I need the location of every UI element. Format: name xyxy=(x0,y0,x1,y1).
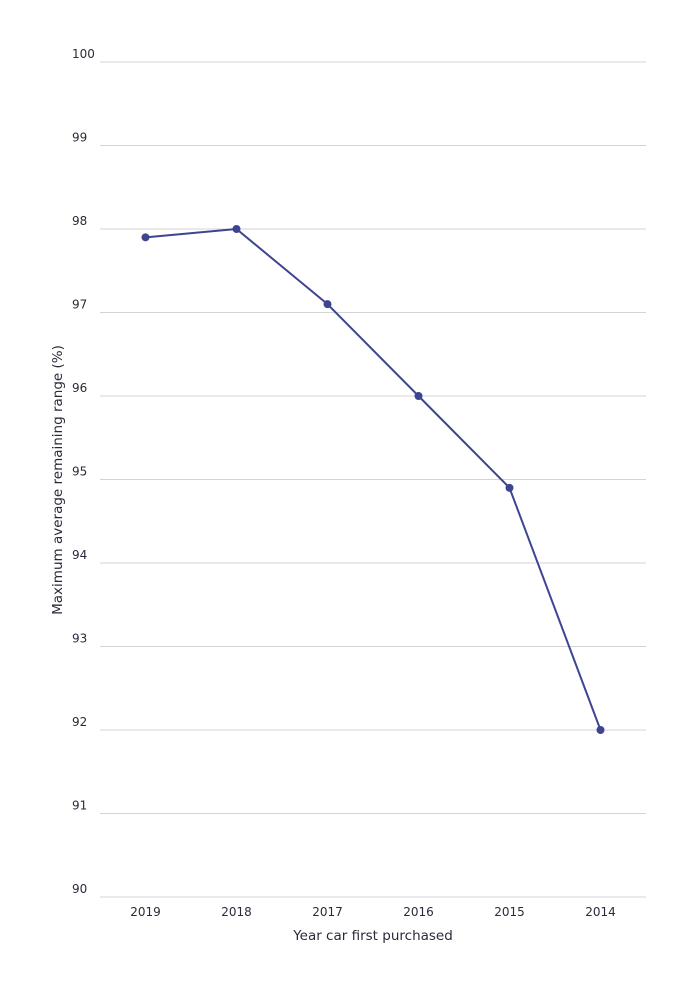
y-axis-ticks: 90 91 92 93 94 95 96 97 98 99 100 xyxy=(72,47,95,896)
y-tick-label: 90 xyxy=(72,882,87,896)
y-axis-title: Maximum average remaining range (%) xyxy=(50,345,66,615)
y-tick-label: 94 xyxy=(72,548,87,562)
x-tick-label: 2019 xyxy=(130,905,161,919)
x-axis-title: Year car first purchased xyxy=(292,928,453,944)
data-point-2017[interactable] xyxy=(323,300,332,309)
x-tick-label: 2016 xyxy=(403,905,434,919)
y-tick-label: 93 xyxy=(72,632,87,646)
x-tick-label: 2017 xyxy=(312,905,343,919)
series-line xyxy=(145,228,602,731)
data-point-2015[interactable] xyxy=(505,483,514,492)
series-group xyxy=(141,225,605,734)
x-tick-label: 2015 xyxy=(494,905,525,919)
y-tick-label: 95 xyxy=(72,465,87,479)
y-tick-label: 92 xyxy=(72,715,87,729)
data-point-2014[interactable] xyxy=(596,726,605,734)
y-tick-label: 97 xyxy=(72,298,87,312)
y-tick-label: 99 xyxy=(72,131,87,145)
x-tick-label: 2014 xyxy=(585,905,616,919)
y-tick-label: 100 xyxy=(72,47,95,61)
y-tick-label: 91 xyxy=(72,799,87,813)
gridlines xyxy=(100,61,646,898)
data-point-2016[interactable] xyxy=(414,392,423,400)
data-point-2018[interactable] xyxy=(232,225,241,233)
y-tick-label: 98 xyxy=(72,214,87,228)
x-tick-label: 2018 xyxy=(221,905,252,919)
y-tick-label: 96 xyxy=(72,381,87,395)
x-axis-ticks: 2019 2018 2017 2016 2015 2014 xyxy=(130,905,616,919)
data-point-2019[interactable] xyxy=(141,233,150,242)
